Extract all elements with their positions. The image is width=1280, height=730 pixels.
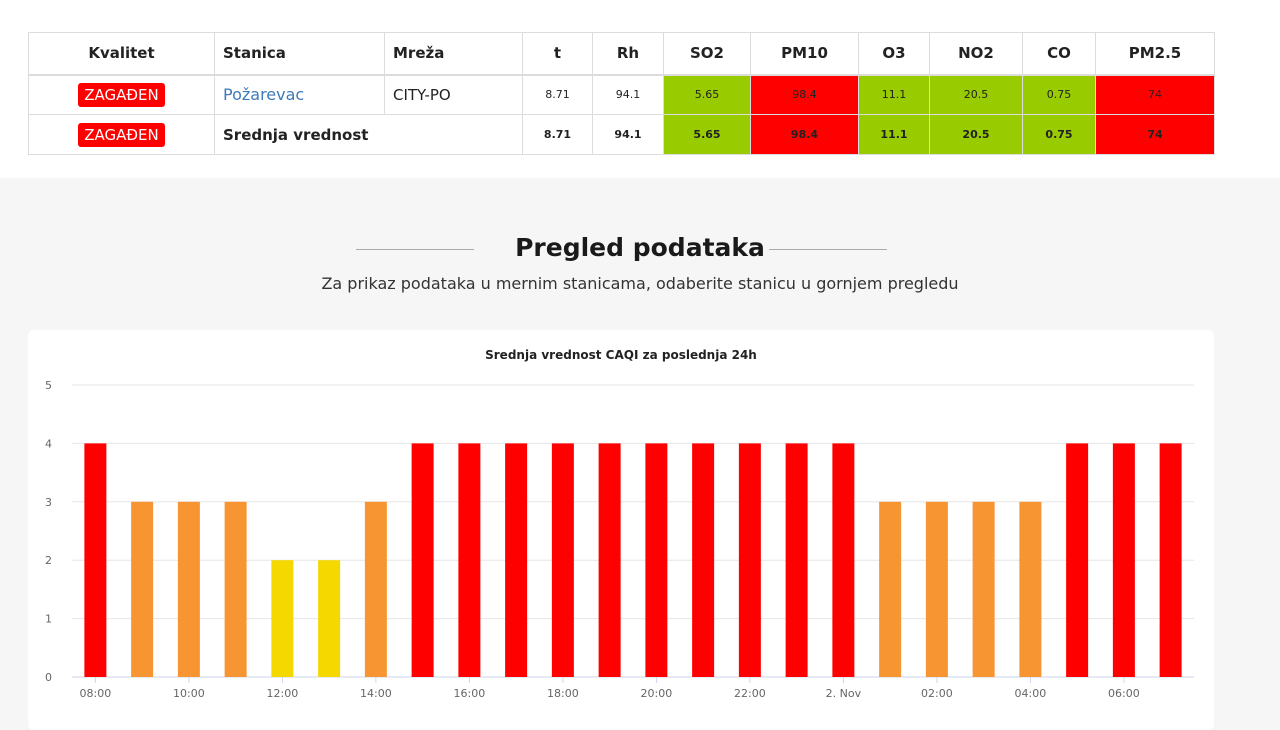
section-subtitle: Za prikaz podataka u mernim stanicama, o… bbox=[321, 274, 959, 293]
bar bbox=[1066, 443, 1089, 677]
bar bbox=[738, 443, 761, 677]
bar bbox=[271, 560, 294, 677]
chart-card: 0 1 2 3 4 5 08:00 10:00 12:00 14:00 16:00 18:00 20:0… bbox=[28, 330, 1214, 730]
t-cell: 8.71 bbox=[522, 114, 593, 155]
caqi-bar-chart: 0 1 2 3 4 5 08:00 10:00 12:00 14:00 16:00 18:00 20:0… bbox=[45, 379, 1194, 700]
y-tick-label: 3 bbox=[45, 496, 52, 509]
t-cell: 8.71 bbox=[522, 74, 593, 115]
station-link[interactable]: Požarevac bbox=[223, 85, 305, 105]
air-quality-table: Kvalitet Stanica Mreža t Rh SO2 PM10 O3 … bbox=[28, 32, 1215, 155]
title-divider-left bbox=[356, 249, 474, 250]
x-tick-label: 10:00 bbox=[173, 687, 205, 700]
table-row: ZAGAĐEN Požarevac CITY-PO 8.71 94.1 5.65… bbox=[28, 74, 1215, 115]
co-cell: 0.75 bbox=[1022, 114, 1096, 155]
bar bbox=[832, 443, 855, 677]
bar bbox=[131, 501, 154, 677]
status-badge: ZAGAĐEN bbox=[78, 122, 165, 147]
col-header-pm25: PM2.5 bbox=[1095, 32, 1215, 76]
bar bbox=[318, 560, 341, 677]
o3-cell: 11.1 bbox=[858, 74, 930, 115]
bar bbox=[1159, 443, 1182, 677]
no2-cell: 20.5 bbox=[929, 114, 1023, 155]
section-title: Pregled podataka bbox=[515, 233, 765, 262]
station-cell: Požarevac bbox=[214, 74, 385, 115]
col-header-network: Mreža bbox=[384, 32, 523, 76]
rh-cell: 94.1 bbox=[592, 74, 664, 115]
x-tick-label: 04:00 bbox=[1015, 687, 1047, 700]
bar bbox=[972, 501, 995, 677]
bar bbox=[224, 501, 247, 677]
bar bbox=[364, 501, 387, 677]
bar bbox=[551, 443, 574, 677]
x-tick-label: 16:00 bbox=[454, 687, 486, 700]
network-cell: CITY-PO bbox=[384, 74, 523, 115]
title-divider-right bbox=[769, 249, 887, 250]
x-tick-label: 20:00 bbox=[641, 687, 673, 700]
x-tick-label: 12:00 bbox=[267, 687, 299, 700]
bar bbox=[598, 443, 621, 677]
col-header-t: t bbox=[522, 32, 593, 76]
col-header-rh: Rh bbox=[592, 32, 664, 76]
col-header-no2: NO2 bbox=[929, 32, 1023, 76]
col-header-so2: SO2 bbox=[663, 32, 751, 76]
y-tick-label: 4 bbox=[45, 437, 52, 450]
y-tick-label: 0 bbox=[45, 671, 52, 684]
bar bbox=[879, 501, 902, 677]
no2-cell: 20.5 bbox=[929, 74, 1023, 115]
pm25-cell: 74 bbox=[1095, 114, 1215, 155]
bar bbox=[458, 443, 481, 677]
o3-cell: 11.1 bbox=[858, 114, 930, 155]
y-tick-label: 1 bbox=[45, 613, 52, 626]
col-header-pm10: PM10 bbox=[750, 32, 859, 76]
table-row-average: ZAGAĐEN Srednja vrednost 8.71 94.1 5.65 … bbox=[28, 114, 1215, 155]
so2-cell: 5.65 bbox=[663, 114, 751, 155]
pm10-cell: 98.4 bbox=[750, 74, 859, 115]
so2-cell: 5.65 bbox=[663, 74, 751, 115]
bar bbox=[84, 443, 107, 677]
x-tick-label: 06:00 bbox=[1108, 687, 1140, 700]
co-cell: 0.75 bbox=[1022, 74, 1096, 115]
bar bbox=[411, 443, 434, 677]
quality-cell: ZAGAĐEN bbox=[28, 74, 215, 115]
x-tick-label: 02:00 bbox=[921, 687, 953, 700]
pm25-cell: 74 bbox=[1095, 74, 1215, 115]
rh-cell: 94.1 bbox=[592, 114, 664, 155]
average-label-cell: Srednja vrednost bbox=[214, 114, 523, 155]
table-header-row: Kvalitet Stanica Mreža t Rh SO2 PM10 O3 … bbox=[28, 32, 1215, 76]
col-header-quality: Kvalitet bbox=[28, 32, 215, 76]
x-tick-label: 08:00 bbox=[80, 687, 112, 700]
bar bbox=[645, 443, 668, 677]
y-tick-label: 5 bbox=[45, 379, 52, 392]
x-tick-label: 18:00 bbox=[547, 687, 579, 700]
pm10-cell: 98.4 bbox=[750, 114, 859, 155]
quality-cell: ZAGAĐEN bbox=[28, 114, 215, 155]
chart-title: Srednja vrednost CAQI za poslednja 24h bbox=[485, 348, 757, 362]
bar bbox=[1112, 443, 1135, 677]
y-tick-label: 2 bbox=[45, 554, 52, 567]
bar bbox=[785, 443, 808, 677]
bar bbox=[1019, 501, 1042, 677]
bar bbox=[177, 501, 200, 677]
x-tick-label: 14:00 bbox=[360, 687, 392, 700]
bar bbox=[925, 501, 948, 677]
bar bbox=[505, 443, 528, 677]
x-tick-label: 22:00 bbox=[734, 687, 766, 700]
col-header-co: CO bbox=[1022, 32, 1096, 76]
col-header-station: Stanica bbox=[214, 32, 385, 76]
bar bbox=[692, 443, 715, 677]
col-header-o3: O3 bbox=[858, 32, 930, 76]
status-badge: ZAGAĐEN bbox=[78, 82, 165, 107]
x-tick-label: 2. Nov bbox=[826, 687, 862, 700]
